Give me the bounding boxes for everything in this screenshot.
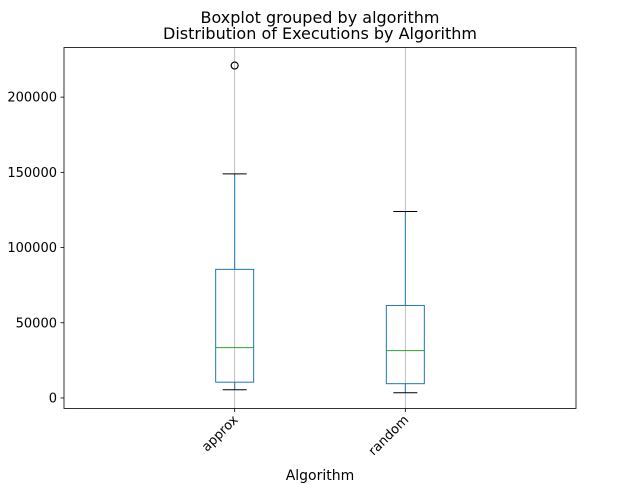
x-axis-label: Algorithm: [285, 468, 355, 484]
y-tick-label: 200000: [7, 91, 57, 106]
y-tick-label: 150000: [7, 166, 57, 181]
x-tick-label-random: random: [366, 413, 412, 459]
outlier-point: [230, 61, 239, 70]
chart-title: Distribution of Executions by Algorithm: [163, 24, 477, 43]
axes-frame: [63, 47, 577, 409]
box-iqr: [385, 304, 425, 385]
y-tick-label: 50000: [16, 316, 57, 331]
box-iqr: [215, 268, 255, 383]
box-random: [385, 210, 425, 394]
box-approx: [215, 61, 255, 391]
chart-suptitle: Boxplot grouped by algorithm: [200, 8, 440, 27]
y-tick-label: 100000: [7, 241, 57, 256]
x-tick-label-approx: approx: [199, 413, 241, 455]
y-tick-label: 0: [49, 391, 57, 406]
